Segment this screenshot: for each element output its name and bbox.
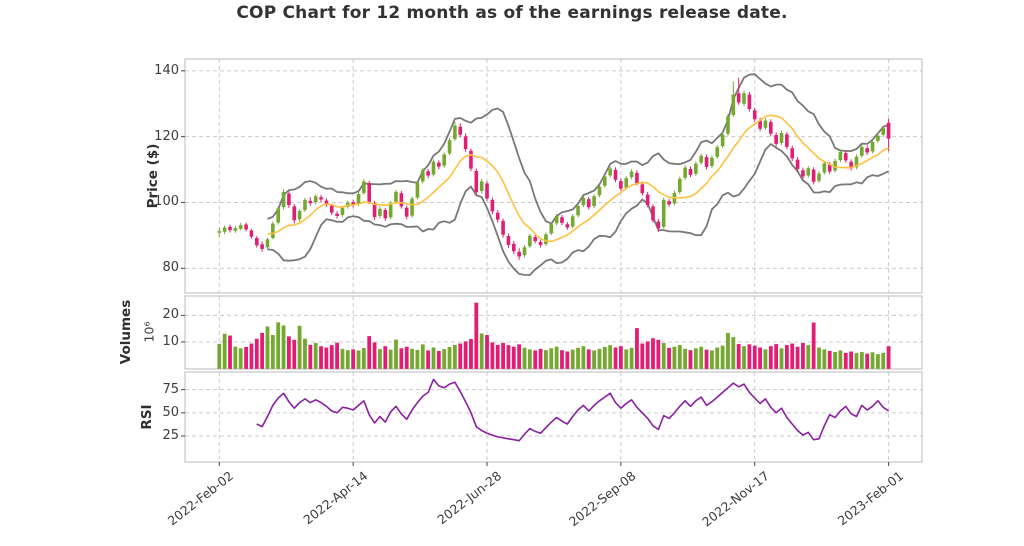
y-tick-label: 20 <box>162 307 179 323</box>
y-tick-label: 25 <box>162 428 179 444</box>
y-tick-label: 10 <box>162 333 179 349</box>
volume-axis-label: Volumes <box>118 299 134 365</box>
y-tick-label: 100 <box>154 194 179 210</box>
chart-title: COP Chart for 12 month as of the earning… <box>236 3 788 23</box>
y-tick-label: 140 <box>154 62 179 78</box>
y-tick-label: 80 <box>162 260 179 276</box>
y-tick-label: 120 <box>154 128 179 144</box>
y-tick-label: 50 <box>162 404 179 420</box>
y-tick-label: 75 <box>162 381 179 397</box>
